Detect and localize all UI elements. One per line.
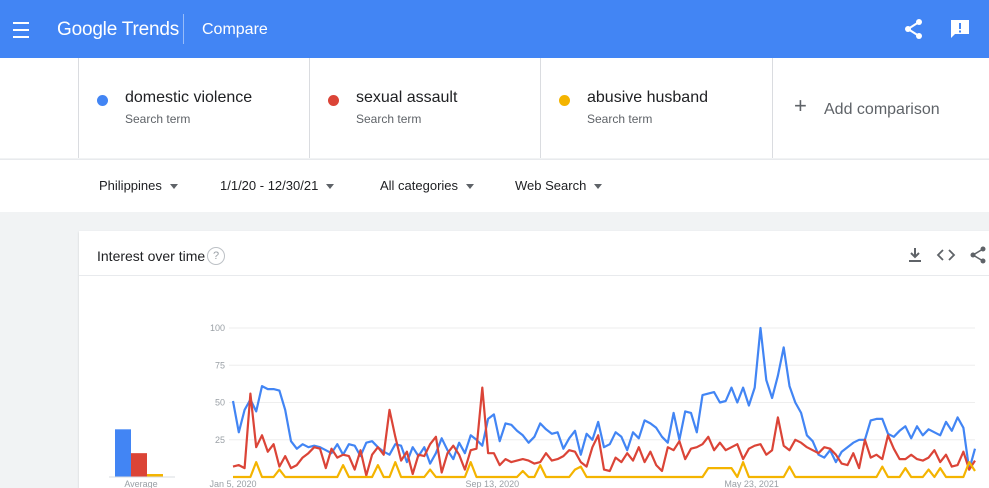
average-bar: [131, 453, 147, 477]
chevron-down-icon: [326, 184, 335, 190]
interest-over-time-card: Interest over time ? 25 50 75 100 Jan 5, 202…: [79, 231, 989, 488]
google-trends-logo[interactable]: Google Trends: [57, 19, 180, 40]
menu-icon[interactable]: [10, 17, 32, 41]
search-term-card[interactable]: abusive husband Search term: [540, 58, 772, 158]
term-color-dot: [97, 95, 108, 106]
y-tick-label: 75: [215, 360, 225, 370]
chevron-down-icon: [466, 184, 475, 190]
term-color-dot: [559, 95, 570, 106]
category-label: All categories: [380, 178, 459, 193]
average-bar: [115, 429, 131, 477]
search-type-label: Web Search: [515, 178, 587, 193]
chevron-down-icon: [594, 184, 603, 190]
term-name: domestic violence: [125, 89, 253, 106]
embed-icon[interactable]: [936, 245, 956, 265]
region-label: Philippines: [99, 178, 162, 193]
top-app-bar: Google Trends Compare: [0, 0, 989, 58]
x-tick-label: May 23, 2021: [724, 479, 779, 488]
search-type-dropdown[interactable]: Web Search: [515, 178, 603, 193]
search-term-card[interactable]: sexual assault Search term: [309, 58, 541, 158]
x-tick-label: Sep 13, 2020: [466, 479, 520, 488]
page-title: Compare: [202, 21, 268, 38]
header-divider: [183, 14, 184, 44]
series-line: [231, 326, 977, 471]
term-color-dot: [328, 95, 339, 106]
average-label: Average: [124, 479, 157, 488]
category-dropdown[interactable]: All categories: [380, 178, 475, 193]
feedback-icon[interactable]: [948, 17, 972, 41]
add-comparison-label: Add comparison: [824, 101, 940, 118]
download-icon[interactable]: [905, 245, 925, 265]
term-subtitle: Search term: [587, 112, 653, 126]
term-name: sexual assault: [356, 89, 458, 106]
y-tick-label: 50: [215, 398, 225, 408]
series-line: [233, 461, 976, 479]
term-name: abusive husband: [587, 89, 708, 106]
search-term-card[interactable]: domestic violence Search term: [78, 58, 310, 158]
date-range-label: 1/1/20 - 12/30/21: [220, 178, 319, 193]
share-chart-icon[interactable]: [968, 245, 988, 265]
y-tick-label: 100: [210, 323, 225, 333]
term-subtitle: Search term: [356, 112, 422, 126]
date-range-dropdown[interactable]: 1/1/20 - 12/30/21: [220, 178, 335, 193]
card-divider: [79, 275, 989, 276]
interest-over-time-chart: 25 50 75 100 Jan 5, 2020 Sep 13, 2020 May 23, …: [109, 323, 977, 488]
x-tick-label: Jan 5, 2020: [209, 479, 256, 488]
add-comparison-button[interactable]: + Add comparison: [772, 58, 989, 158]
series-line: [232, 386, 976, 477]
plus-icon: +: [794, 93, 807, 118]
search-terms-row: domestic violence Search term sexual ass…: [0, 58, 989, 158]
filter-bar: Philippines 1/1/20 - 12/30/21 All catego…: [0, 159, 989, 212]
share-icon[interactable]: [902, 17, 926, 41]
term-subtitle: Search term: [125, 112, 191, 126]
average-bar: [147, 474, 163, 477]
help-icon[interactable]: ?: [207, 247, 225, 265]
y-tick-label: 25: [215, 435, 225, 445]
chevron-down-icon: [169, 184, 178, 190]
region-dropdown[interactable]: Philippines: [99, 178, 178, 193]
card-title: Interest over time: [97, 248, 206, 264]
